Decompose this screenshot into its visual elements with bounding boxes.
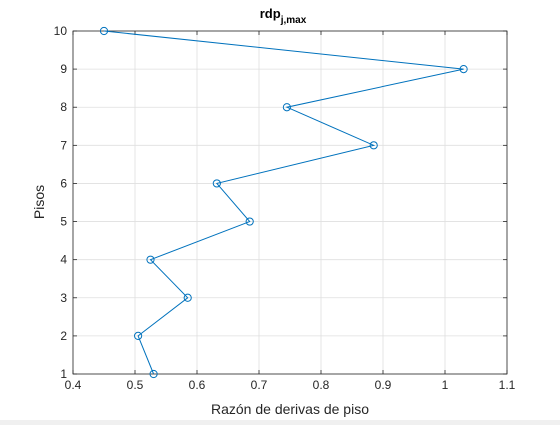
y-tick-label: 2 (60, 329, 67, 343)
x-tick-label: 0.8 (313, 378, 330, 392)
y-tick-label: 9 (60, 62, 67, 76)
series-layer (99, 26, 468, 379)
data-point-marker (282, 103, 291, 112)
chart-title-subscript: j,max (280, 15, 307, 26)
x-tick-label: 0.4 (65, 378, 82, 392)
plot-area (73, 31, 507, 374)
x-tick-label: 0.5 (127, 378, 144, 392)
y-tick-label: 6 (60, 176, 67, 190)
axis-ticks: 0.4 0.5 0.6 0.7 0.8 0.9 1 1.1 1 2 3 4 5 6 7 8 9 10 (54, 24, 516, 392)
data-point-marker (146, 255, 155, 264)
y-tick-label: 4 (60, 253, 67, 267)
y-tick-label: 5 (60, 215, 67, 229)
data-point-marker (369, 141, 378, 150)
x-axis-label: Razón de derivas de piso (211, 401, 369, 417)
x-tick-label: 0.7 (251, 378, 268, 392)
x-tick-label: 0.6 (189, 378, 206, 392)
data-point-marker (134, 331, 143, 340)
data-point-marker (183, 293, 192, 302)
data-point-marker (459, 65, 468, 74)
y-axis-label: Pisos (31, 185, 47, 219)
x-tick-label: 0.9 (375, 378, 392, 392)
chart-title-main: rdp (260, 6, 281, 21)
data-point-marker (212, 179, 221, 188)
data-point-marker (99, 26, 109, 36)
data-point-marker (149, 369, 158, 379)
y-tick-label: 8 (60, 100, 67, 114)
y-tick-label: 7 (60, 138, 67, 152)
series-line (103, 30, 464, 375)
x-tick-label: 1 (442, 378, 449, 392)
y-tick-label: 10 (54, 24, 68, 38)
data-point-marker (245, 217, 254, 226)
y-tick-label: 3 (60, 291, 67, 305)
chart-title: rdpj,max (260, 6, 307, 26)
x-tick-label: 1.1 (499, 378, 516, 392)
y-tick-label: 1 (60, 367, 67, 381)
axes-box (72, 30, 508, 375)
